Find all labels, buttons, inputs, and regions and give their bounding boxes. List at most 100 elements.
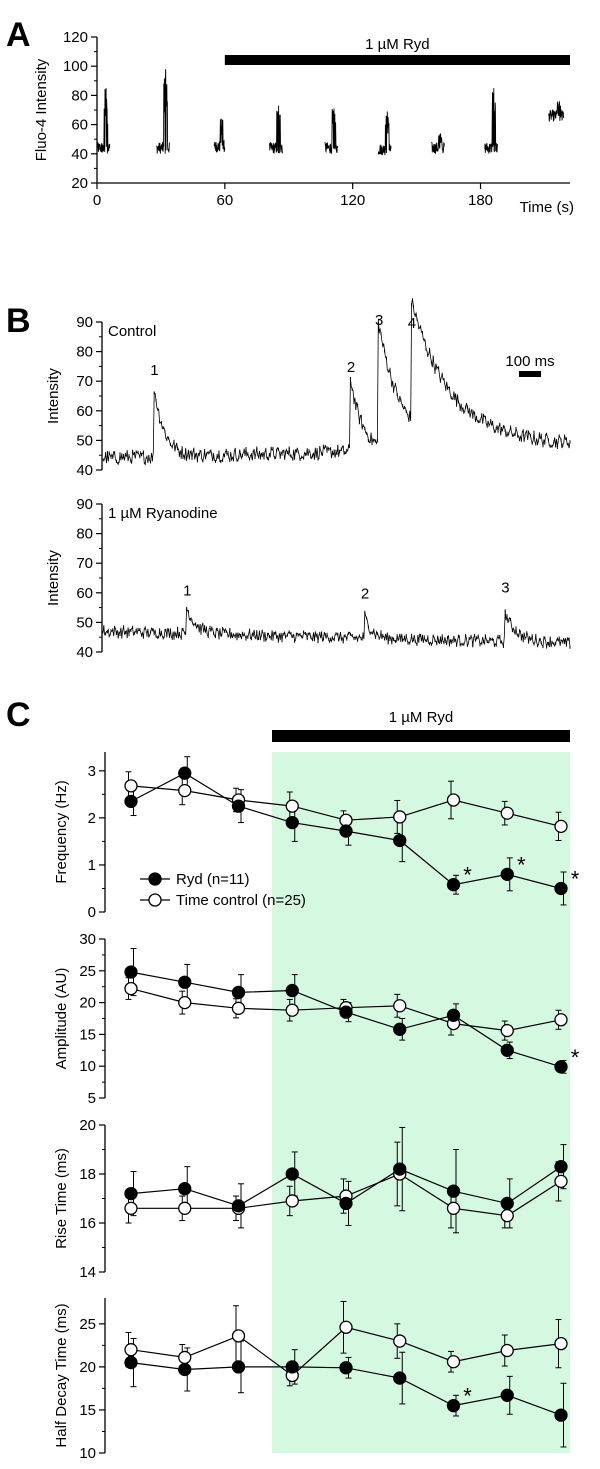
b-trace-line-1 (101, 298, 571, 465)
a-y-axis-label: Fluo-4 Intensity (33, 58, 50, 161)
c-ctrl-point (178, 783, 192, 798)
c-ryd-point (124, 1355, 138, 1370)
a-trace-burst-6 (377, 111, 392, 156)
a-trace-burst-2 (156, 69, 170, 154)
a-x-tick-label: 0 (93, 192, 101, 209)
b-event-label: 3 (501, 580, 509, 597)
panel-b-chart: 40 50 60 70 80 90 Intensity Control 1 2 3 4 100 ms 40… (45, 298, 571, 661)
c-ryd-point (393, 1371, 407, 1385)
b-y-tick-label: 70 (76, 555, 93, 572)
c-ryd-point (231, 1199, 246, 1213)
c-ctrl-point (554, 1174, 568, 1188)
c-ctrl-point (500, 1343, 514, 1358)
c-y-tick-label: 15 (79, 1402, 96, 1419)
c-significance-star: * (463, 1384, 472, 1409)
c-significance-star: * (463, 863, 472, 888)
c-ryd-point (178, 766, 192, 780)
c-ctrl-point (178, 1201, 192, 1215)
c-y-tick-label: 20 (79, 1117, 96, 1134)
a-trace-burst-7 (431, 133, 445, 154)
a-trace-burst-1 (96, 88, 111, 154)
b-y-tick-label: 50 (76, 432, 93, 449)
c-ctrl-point (285, 799, 299, 813)
c-significance-star: * (517, 852, 526, 877)
c-ryd-point (231, 799, 246, 813)
b-y-tick-label: 60 (76, 585, 93, 602)
a-trace-burst-8 (484, 88, 499, 154)
c-ryd-point (285, 1360, 299, 1374)
a-trace-burst-4 (269, 105, 283, 154)
c-treatment-bar (272, 730, 570, 742)
panel-b-label: B (6, 302, 31, 340)
c-ctrl-point (124, 779, 138, 793)
a-x-axis-label: Time (s) (520, 199, 574, 216)
c-y-tick-label: 25 (79, 963, 96, 980)
c-y-axis-label-1: Frequency (Hz) (53, 780, 70, 883)
c-legend-ryd-marker (148, 872, 162, 886)
c-y-tick-label: 15 (79, 1026, 96, 1043)
b-trace-line-2 (101, 608, 571, 648)
a-trace-burst-5 (324, 108, 339, 154)
c-ctrl-point (231, 1001, 246, 1015)
c-ryd-point (554, 881, 568, 896)
c-ryd-point (285, 983, 299, 998)
c-ctrl-point (393, 999, 407, 1013)
c-legend-ctrl-marker (148, 893, 162, 907)
c-ctrl-point (446, 1355, 461, 1369)
b-y-tick-label: 40 (76, 644, 93, 661)
panel-a-chart: 20 40 60 80 100 120 0 60 120 180 Time (s) Fluo-4 In… (33, 29, 574, 216)
b-event-label: 1 (183, 583, 191, 600)
c-y-tick-label: 16 (79, 1215, 96, 1232)
c-ryd-point (124, 965, 138, 979)
c-ctrl-point (124, 1201, 138, 1215)
a-treatment-label: 1 µM Ryd (365, 36, 430, 53)
c-ctrl-point (178, 995, 192, 1010)
a-y-tick-label: 60 (71, 117, 88, 134)
c-ryd-point (339, 824, 353, 838)
c-y-axis-label-3: Rise Time (ms) (53, 1148, 70, 1249)
b-event-label: 1 (150, 362, 158, 379)
c-ctrl-point (554, 819, 568, 834)
c-ctrl-point (339, 1320, 353, 1334)
b-y-tick-label: 80 (76, 344, 93, 361)
b-event-label: 2 (347, 359, 355, 376)
c-y-tick-label: 0 (88, 904, 96, 921)
b-event-label: 4 (408, 315, 416, 332)
c-ryd-point (500, 867, 514, 882)
c-legend-ryd-label: Ryd (n=11) (176, 871, 250, 888)
c-ryd-point (393, 1022, 407, 1036)
c-y-tick-label: 3 (88, 763, 96, 780)
c-legend-ctrl-label: Time control (n=25) (176, 892, 306, 909)
a-y-tick-label: 80 (71, 87, 88, 104)
c-y-tick-label: 5 (88, 1090, 96, 1107)
a-y-tick-label: 100 (63, 58, 88, 75)
b-trace-title-1: Control (108, 323, 156, 340)
b-y-tick-label: 90 (76, 496, 93, 513)
c-ryd-point (554, 1060, 568, 1074)
c-ctrl-point (446, 1201, 461, 1215)
c-treatment-label: 1 µM Ryd (389, 709, 454, 726)
b-y-tick-label: 40 (76, 462, 93, 479)
a-treatment-bar (224, 55, 571, 65)
c-ryd-point (500, 1043, 514, 1057)
a-x-tick-label: 180 (468, 192, 493, 209)
c-ctrl-point (124, 1343, 138, 1357)
b-trace-points-2 (101, 606, 571, 649)
b-trace-title-2: 1 µM Ryanodine (108, 505, 218, 522)
c-ctrl-point (500, 806, 514, 820)
b-scale-bar-label: 100 ms (505, 353, 554, 370)
c-ryd-point (178, 1182, 192, 1196)
panel-c-chart: 1 µM Ryd 0 1 2 3 Frequency (Hz) * * * 5 10 15 20 25 30… (53, 709, 580, 1462)
b-scale-bar (519, 371, 541, 377)
c-ryd-point (393, 833, 407, 848)
c-ryd-point (124, 794, 138, 809)
c-y-tick-label: 18 (79, 1166, 96, 1183)
c-ryd-point (231, 985, 246, 1000)
c-ryd-point (500, 1388, 514, 1402)
b-event-label: 2 (361, 586, 369, 603)
c-ctrl-point (285, 1194, 299, 1208)
a-y-tick-label: 120 (63, 29, 88, 46)
c-ryd-point (446, 1398, 461, 1413)
c-ctrl-point (500, 1209, 514, 1223)
